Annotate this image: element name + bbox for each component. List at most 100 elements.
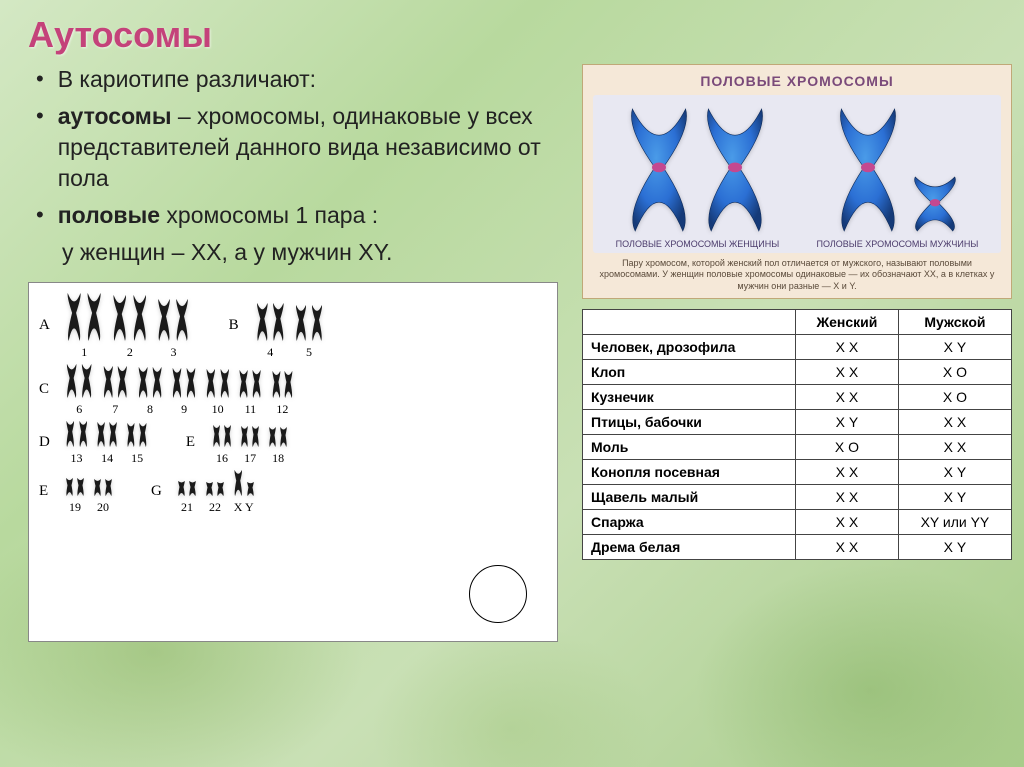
male-cell: Х Х xyxy=(898,434,1011,459)
male-cell: ХY или YY xyxy=(898,509,1011,534)
karyotype-row: E 19 20 G 21 22 X Y xyxy=(39,468,547,515)
chromosome-number: 12 xyxy=(276,402,288,417)
female-cell: Х Х xyxy=(796,534,899,559)
bullet-list: В кариотипе различают:аутосомы – хромосо… xyxy=(28,64,568,231)
chromosome-pair: 7 xyxy=(102,364,129,417)
table-header xyxy=(583,309,796,334)
table-row: Щавель малыйХ ХХ Y xyxy=(583,484,1012,509)
sex-chromosome-circle xyxy=(469,565,527,623)
chromosome-number: 13 xyxy=(71,451,83,466)
chromosome-pair: 17 xyxy=(240,424,260,466)
species-cell: Клоп xyxy=(583,359,796,384)
chromosome-number: 19 xyxy=(69,500,81,515)
species-cell: Птицы, бабочки xyxy=(583,409,796,434)
male-cell: Х О xyxy=(898,359,1011,384)
chromosome-number: X Y xyxy=(234,500,254,515)
sexbox-note: Пару хромосом, которой женский пол отлич… xyxy=(593,258,1001,292)
chromosome-pair: 8 xyxy=(137,365,164,417)
chromosome-pair: 6 xyxy=(65,362,94,417)
chromosome-pair: 13 xyxy=(65,419,88,466)
female-chromosomes: ПОЛОВЫЕ ХРОМОСОМЫ ЖЕНЩИНЫ xyxy=(616,105,780,249)
chromosome-pair: 18 xyxy=(268,425,288,466)
female-cell: Х О xyxy=(796,434,899,459)
male-chromosomes: ПОЛОВЫЕ ХРОМОСОМЫ МУЖЧИНЫ xyxy=(817,105,979,249)
chromosome-pair: 5 xyxy=(294,303,324,360)
sex-determination-table: ЖенскийМужскойЧеловек, дрозофилаХ ХХ YКл… xyxy=(582,309,1012,560)
female-cell: Х Х xyxy=(796,334,899,359)
female-cell: Х Y xyxy=(796,409,899,434)
male-cell: Х О xyxy=(898,384,1011,409)
table-header: Женский xyxy=(796,309,899,334)
karyotype-row-label: C xyxy=(39,381,61,398)
chromosome-number: 15 xyxy=(131,451,143,466)
table-row: КлопХ ХХ О xyxy=(583,359,1012,384)
table-row: СпаржаХ ХХY или YY xyxy=(583,509,1012,534)
species-cell: Моль xyxy=(583,434,796,459)
chromosome-pair: 20 xyxy=(93,477,113,515)
species-cell: Человек, дрозофила xyxy=(583,334,796,359)
male-cell: Х Х xyxy=(898,409,1011,434)
female-cell: Х Х xyxy=(796,359,899,384)
female-cell: Х Х xyxy=(796,509,899,534)
table-row: КузнечикХ ХХ О xyxy=(583,384,1012,409)
male-cell: Х Y xyxy=(898,334,1011,359)
chromosome-pair: 10 xyxy=(205,367,230,417)
chromosome-number: 14 xyxy=(101,451,113,466)
chromosome-number: 22 xyxy=(209,500,221,515)
chromosome-pair: 1 xyxy=(65,291,103,360)
chromosome-pair: 15 xyxy=(126,421,148,466)
chromosome-pair: X Y xyxy=(233,468,255,515)
chromosome-number: 10 xyxy=(212,402,224,417)
karyotype-row-label: D xyxy=(39,434,61,451)
indent-line: у женщин – ХХ, а у мужчин ХY. xyxy=(28,237,568,268)
chromosome-number: 20 xyxy=(97,500,109,515)
male-cell: Х Y xyxy=(898,484,1011,509)
chromosome-pair: 14 xyxy=(96,420,118,466)
karyotype-row-label: E xyxy=(39,483,61,500)
male-cell: Х Y xyxy=(898,534,1011,559)
chromosome-pair: 11 xyxy=(238,368,262,417)
chromosome-number: 6 xyxy=(76,402,82,417)
male-caption: ПОЛОВЫЕ ХРОМОСОМЫ МУЖЧИНЫ xyxy=(817,239,979,249)
chromosome-number: 11 xyxy=(245,402,257,417)
species-cell: Спаржа xyxy=(583,509,796,534)
chromosome-pair: 2 xyxy=(111,293,148,360)
karyotype-row-label: G xyxy=(151,483,173,500)
karyotype-row-label: B xyxy=(229,317,251,334)
bullet-item: половые хромосомы 1 пара : xyxy=(36,200,568,231)
karyotype-row-label: E xyxy=(186,434,208,451)
slide-title: Аутосомы xyxy=(28,14,996,56)
content-row: В кариотипе различают:аутосомы – хромосо… xyxy=(28,64,996,642)
right-column: ПОЛОВЫЕ ХРОМОСОМЫ ПОЛОВЫЕ ХРОМОСОМЫ ЖЕНЩ… xyxy=(582,64,1012,642)
species-cell: Щавель малый xyxy=(583,484,796,509)
sex-chromosome-box: ПОЛОВЫЕ ХРОМОСОМЫ ПОЛОВЫЕ ХРОМОСОМЫ ЖЕНЩ… xyxy=(582,64,1012,299)
karyotype-row: C 6 7 8 9 10 11 12 xyxy=(39,362,547,417)
table-row: МольХ ОХ Х xyxy=(583,434,1012,459)
chromosome-number: 4 xyxy=(267,345,273,360)
karyotype-row-label: A xyxy=(39,317,61,334)
table-row: Конопля посевнаяХ ХХ Y xyxy=(583,459,1012,484)
female-cell: Х Х xyxy=(796,384,899,409)
chromosome-number: 1 xyxy=(81,345,87,360)
bullet-item: В кариотипе различают: xyxy=(36,64,568,95)
species-cell: Дрема белая xyxy=(583,534,796,559)
sexbox-images: ПОЛОВЫЕ ХРОМОСОМЫ ЖЕНЩИНЫ ПОЛОВЫЕ ХРОМОС… xyxy=(593,95,1001,253)
chromosome-number: 7 xyxy=(112,402,118,417)
chromosome-pair: 21 xyxy=(177,479,197,515)
table-row: Птицы, бабочкиХ YХ Х xyxy=(583,409,1012,434)
table-row: Дрема белаяХ ХХ Y xyxy=(583,534,1012,559)
species-cell: Кузнечик xyxy=(583,384,796,409)
table-header: Мужской xyxy=(898,309,1011,334)
chromosome-pair: 16 xyxy=(212,423,232,466)
chromosome-pair: 12 xyxy=(271,369,295,417)
chromosome-pair: 22 xyxy=(205,480,225,515)
chromosome-number: 8 xyxy=(147,402,153,417)
chromosome-number: 2 xyxy=(127,345,133,360)
karyotype-row: D 13 14 15 E 16 17 18 xyxy=(39,419,547,466)
female-cell: Х Х xyxy=(796,484,899,509)
karyotype-diagram: A 1 2 3B 4 5C 6 7 8 9 10 11 xyxy=(28,282,558,642)
left-column: В кариотипе различают:аутосомы – хромосо… xyxy=(28,64,568,642)
chromosome-number: 5 xyxy=(306,345,312,360)
chromosome-pair: 19 xyxy=(65,476,85,515)
chromosome-number: 21 xyxy=(181,500,193,515)
